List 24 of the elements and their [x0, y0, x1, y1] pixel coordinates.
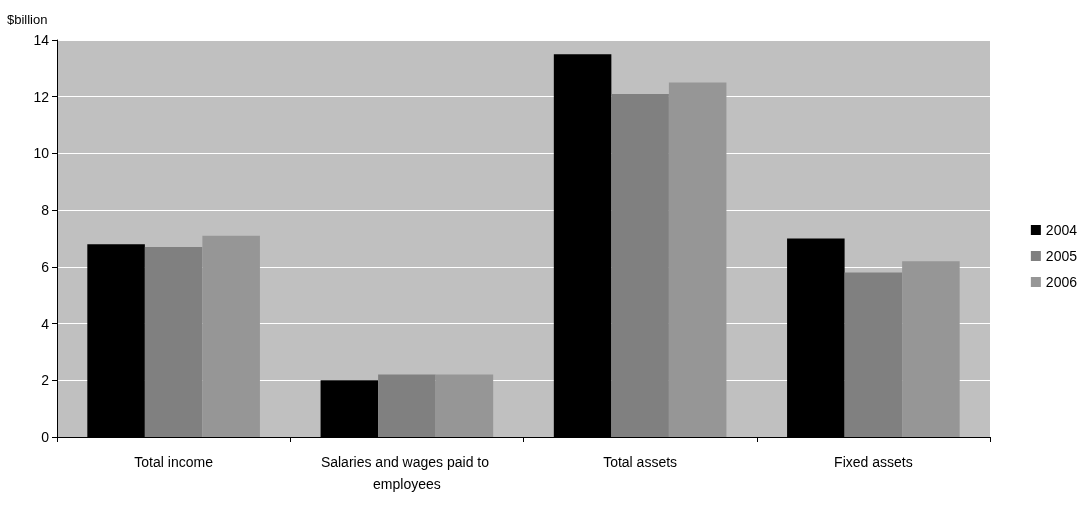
- bar: [202, 235, 260, 437]
- x-tick-label: Total income: [134, 454, 214, 470]
- legend-label: 2005: [1045, 248, 1078, 264]
- y-tick-label: 4: [41, 315, 50, 332]
- bar: [844, 272, 903, 437]
- y-tick-label: 10: [33, 145, 50, 162]
- bar: [668, 82, 727, 437]
- bar: [435, 374, 494, 437]
- y-tick-label: 0: [41, 429, 50, 445]
- y-tick-label: 8: [41, 202, 50, 219]
- y-tick-label: 2: [41, 372, 50, 389]
- x-tick-label: Salaries and wages paid to employees: [320, 454, 493, 492]
- x-tick-label: Fixed assets: [834, 454, 913, 470]
- bar: [611, 93, 669, 437]
- bar: [144, 247, 203, 437]
- y-tick-label: 14: [33, 32, 50, 48]
- y-axis-title: $billion: [7, 12, 48, 27]
- y-tick-label: 12: [33, 88, 50, 105]
- bar: [902, 261, 960, 437]
- legend-label: 2006: [1045, 274, 1078, 290]
- legend-label: 2004: [1045, 222, 1078, 238]
- y-tick-label: 6: [41, 258, 50, 275]
- x-tick-label: Total assets: [603, 454, 678, 470]
- bar: [378, 374, 436, 437]
